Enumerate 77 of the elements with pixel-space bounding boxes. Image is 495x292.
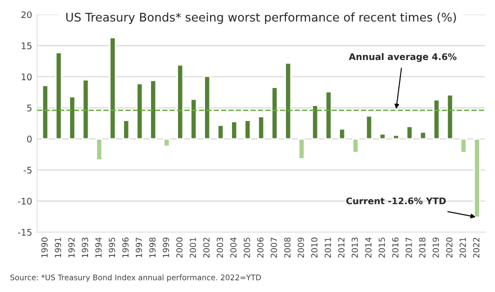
bar (136, 82, 144, 140)
bar (230, 120, 238, 140)
bar (473, 138, 481, 218)
x-tick-label: 2010 (311, 238, 318, 258)
bar (366, 115, 373, 140)
bar (271, 86, 278, 140)
bar (55, 52, 62, 140)
x-tick-label: 2014 (365, 237, 372, 258)
bar (82, 79, 90, 140)
y-tick-label: 10 (22, 73, 32, 80)
y-tick-label: -5 (24, 166, 32, 174)
bar (68, 96, 76, 140)
bar (312, 104, 319, 140)
ref-line-label: Annual average 4.6% (348, 53, 457, 62)
bar (338, 128, 346, 140)
bar (392, 134, 400, 140)
bar (190, 98, 198, 140)
x-tick-label: 2007 (270, 238, 278, 258)
y-tick-label: 15 (22, 42, 32, 50)
y-tick-label: 20 (21, 11, 32, 18)
bar (109, 36, 116, 140)
x-tick-label: 2022 (473, 238, 480, 258)
x-tick-label: 1991 (54, 238, 62, 258)
x-tick-label: 2020 (446, 238, 452, 258)
bar (122, 120, 130, 140)
x-tick-label: 1996 (122, 238, 129, 258)
x-tick-label: 1990 (41, 238, 48, 258)
annotation: Current -12.6% YTD (346, 197, 446, 204)
x-tick-label: 2015 (378, 238, 385, 258)
x-tick-label: 1997 (136, 238, 142, 258)
x-tick-label: 1993 (82, 238, 88, 258)
y-tick-label: 0 (27, 136, 32, 142)
bar (379, 133, 386, 140)
bar (460, 138, 468, 154)
x-tick-label: 2003 (216, 238, 224, 258)
x-tick-label: 2005 (244, 238, 250, 258)
x-tick-label: 2002 (203, 238, 210, 258)
y-tick-label: -10 (18, 198, 32, 205)
bar (406, 126, 414, 140)
x-tick-label: 2004 (230, 237, 237, 258)
x-tick-label: 2012 (338, 238, 344, 258)
x-tick-label: 2001 (190, 238, 196, 258)
bar (244, 120, 252, 140)
bar (150, 80, 157, 140)
x-tick-label: 1998 (149, 238, 156, 258)
x-tick-label: 2019 (432, 238, 439, 258)
bar (432, 99, 440, 140)
bar (42, 84, 49, 140)
chart-title: US Treasury Bonds* seeing worst performance of recent times (%) (66, 12, 456, 24)
x-tick-label: 2000 (176, 238, 183, 258)
x-tick-label: 2008 (284, 238, 291, 258)
bar (176, 64, 184, 140)
bar (420, 131, 427, 140)
y-tick-label: -15 (18, 228, 32, 236)
bar (352, 138, 360, 154)
x-tick-label: 2009 (298, 238, 304, 258)
bar (446, 94, 454, 140)
x-tick-label: 1992 (68, 238, 75, 258)
bar (298, 138, 306, 160)
x-tick-label: 1995 (108, 238, 116, 258)
x-tick-label: 1994 (95, 237, 102, 258)
bar (284, 62, 292, 140)
x-tick-label: 2006 (257, 238, 264, 258)
x-tick-label: 2013 (352, 238, 358, 258)
bar (258, 116, 265, 140)
x-tick-label: 2018 (419, 238, 426, 258)
x-tick-label: 1999 (162, 238, 170, 258)
x-tick-label: 2016 (392, 238, 398, 258)
x-tick-label: 2011 (324, 238, 331, 258)
bar (325, 90, 332, 140)
bar (204, 75, 211, 140)
bar (96, 138, 103, 161)
bar (217, 124, 224, 140)
y-tick-label: 5 (27, 104, 32, 112)
x-tick-label: 2021 (460, 238, 466, 258)
bar (163, 138, 170, 148)
x-tick-label: 2017 (406, 238, 412, 258)
